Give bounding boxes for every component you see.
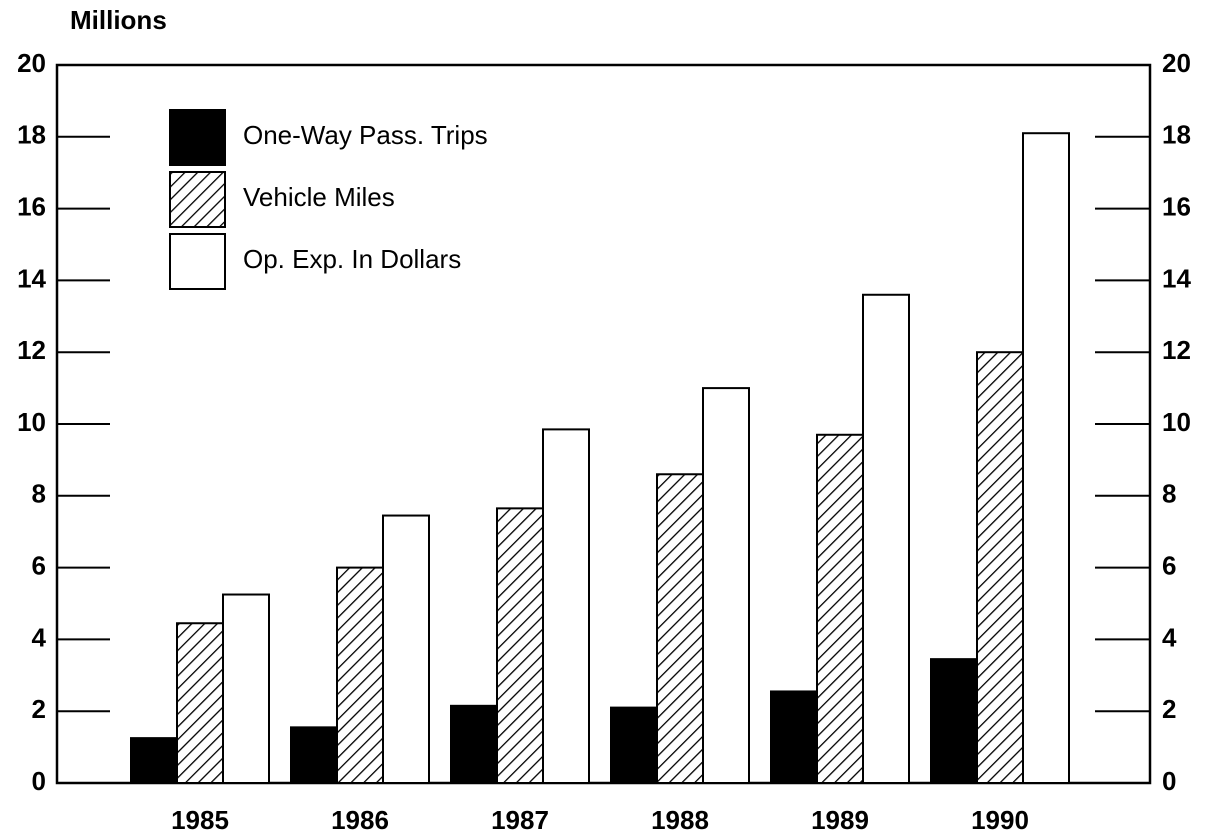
- x-tick-label: 1988: [651, 805, 709, 835]
- y-tick-label: 0: [32, 766, 46, 796]
- bar: [770, 690, 818, 785]
- x-tick-label: 1985: [171, 805, 229, 835]
- y2-tick-label: 18: [1162, 120, 1191, 150]
- y2-tick-label: 16: [1162, 191, 1191, 221]
- bar: [382, 514, 430, 784]
- legend-swatch: [169, 171, 226, 228]
- bar: [1022, 132, 1070, 784]
- bar: [816, 433, 864, 784]
- y-tick-label: 20: [17, 48, 46, 78]
- y-tick-label: 14: [17, 263, 46, 293]
- legend-label: One-Way Pass. Trips: [243, 120, 488, 150]
- x-tick-label: 1989: [811, 805, 869, 835]
- y2-tick-label: 0: [1162, 766, 1176, 796]
- y-tick-label: 4: [32, 622, 47, 652]
- bar: [130, 737, 178, 784]
- legend-label: Vehicle Miles: [243, 182, 395, 212]
- bar: [290, 726, 338, 784]
- legend-label: Op. Exp. In Dollars: [243, 244, 461, 274]
- y-tick-label: 6: [32, 550, 46, 580]
- y-axis-label: Millions: [70, 5, 167, 35]
- y2-tick-label: 2: [1162, 694, 1176, 724]
- y-tick-label: 16: [17, 191, 46, 221]
- legend-swatch: [169, 109, 226, 166]
- bar: [862, 293, 910, 784]
- y-tick-label: 10: [17, 407, 46, 437]
- y-tick-label: 8: [32, 479, 46, 509]
- bar: [610, 706, 658, 784]
- bar: [702, 387, 750, 784]
- y2-tick-label: 10: [1162, 407, 1191, 437]
- bar: [976, 351, 1024, 784]
- bar: [222, 593, 270, 785]
- bar: [176, 622, 224, 784]
- bar: [496, 507, 544, 784]
- y-tick-label: 18: [17, 120, 46, 150]
- y-tick-label: 2: [32, 694, 46, 724]
- legend-swatch: [169, 233, 226, 290]
- x-tick-label: 1987: [491, 805, 549, 835]
- y2-tick-label: 12: [1162, 335, 1191, 365]
- y2-tick-label: 8: [1162, 479, 1176, 509]
- x-tick-label: 1986: [331, 805, 389, 835]
- bar: [542, 428, 590, 784]
- y2-tick-label: 20: [1162, 48, 1191, 78]
- y-tick-label: 12: [17, 335, 46, 365]
- x-tick-label: 1990: [971, 805, 1029, 835]
- y2-tick-label: 6: [1162, 550, 1176, 580]
- bar: [450, 704, 498, 784]
- bar: [336, 566, 384, 784]
- y2-tick-label: 14: [1162, 263, 1191, 293]
- bar: [656, 473, 704, 784]
- y2-tick-label: 4: [1162, 622, 1177, 652]
- bar: [930, 658, 978, 785]
